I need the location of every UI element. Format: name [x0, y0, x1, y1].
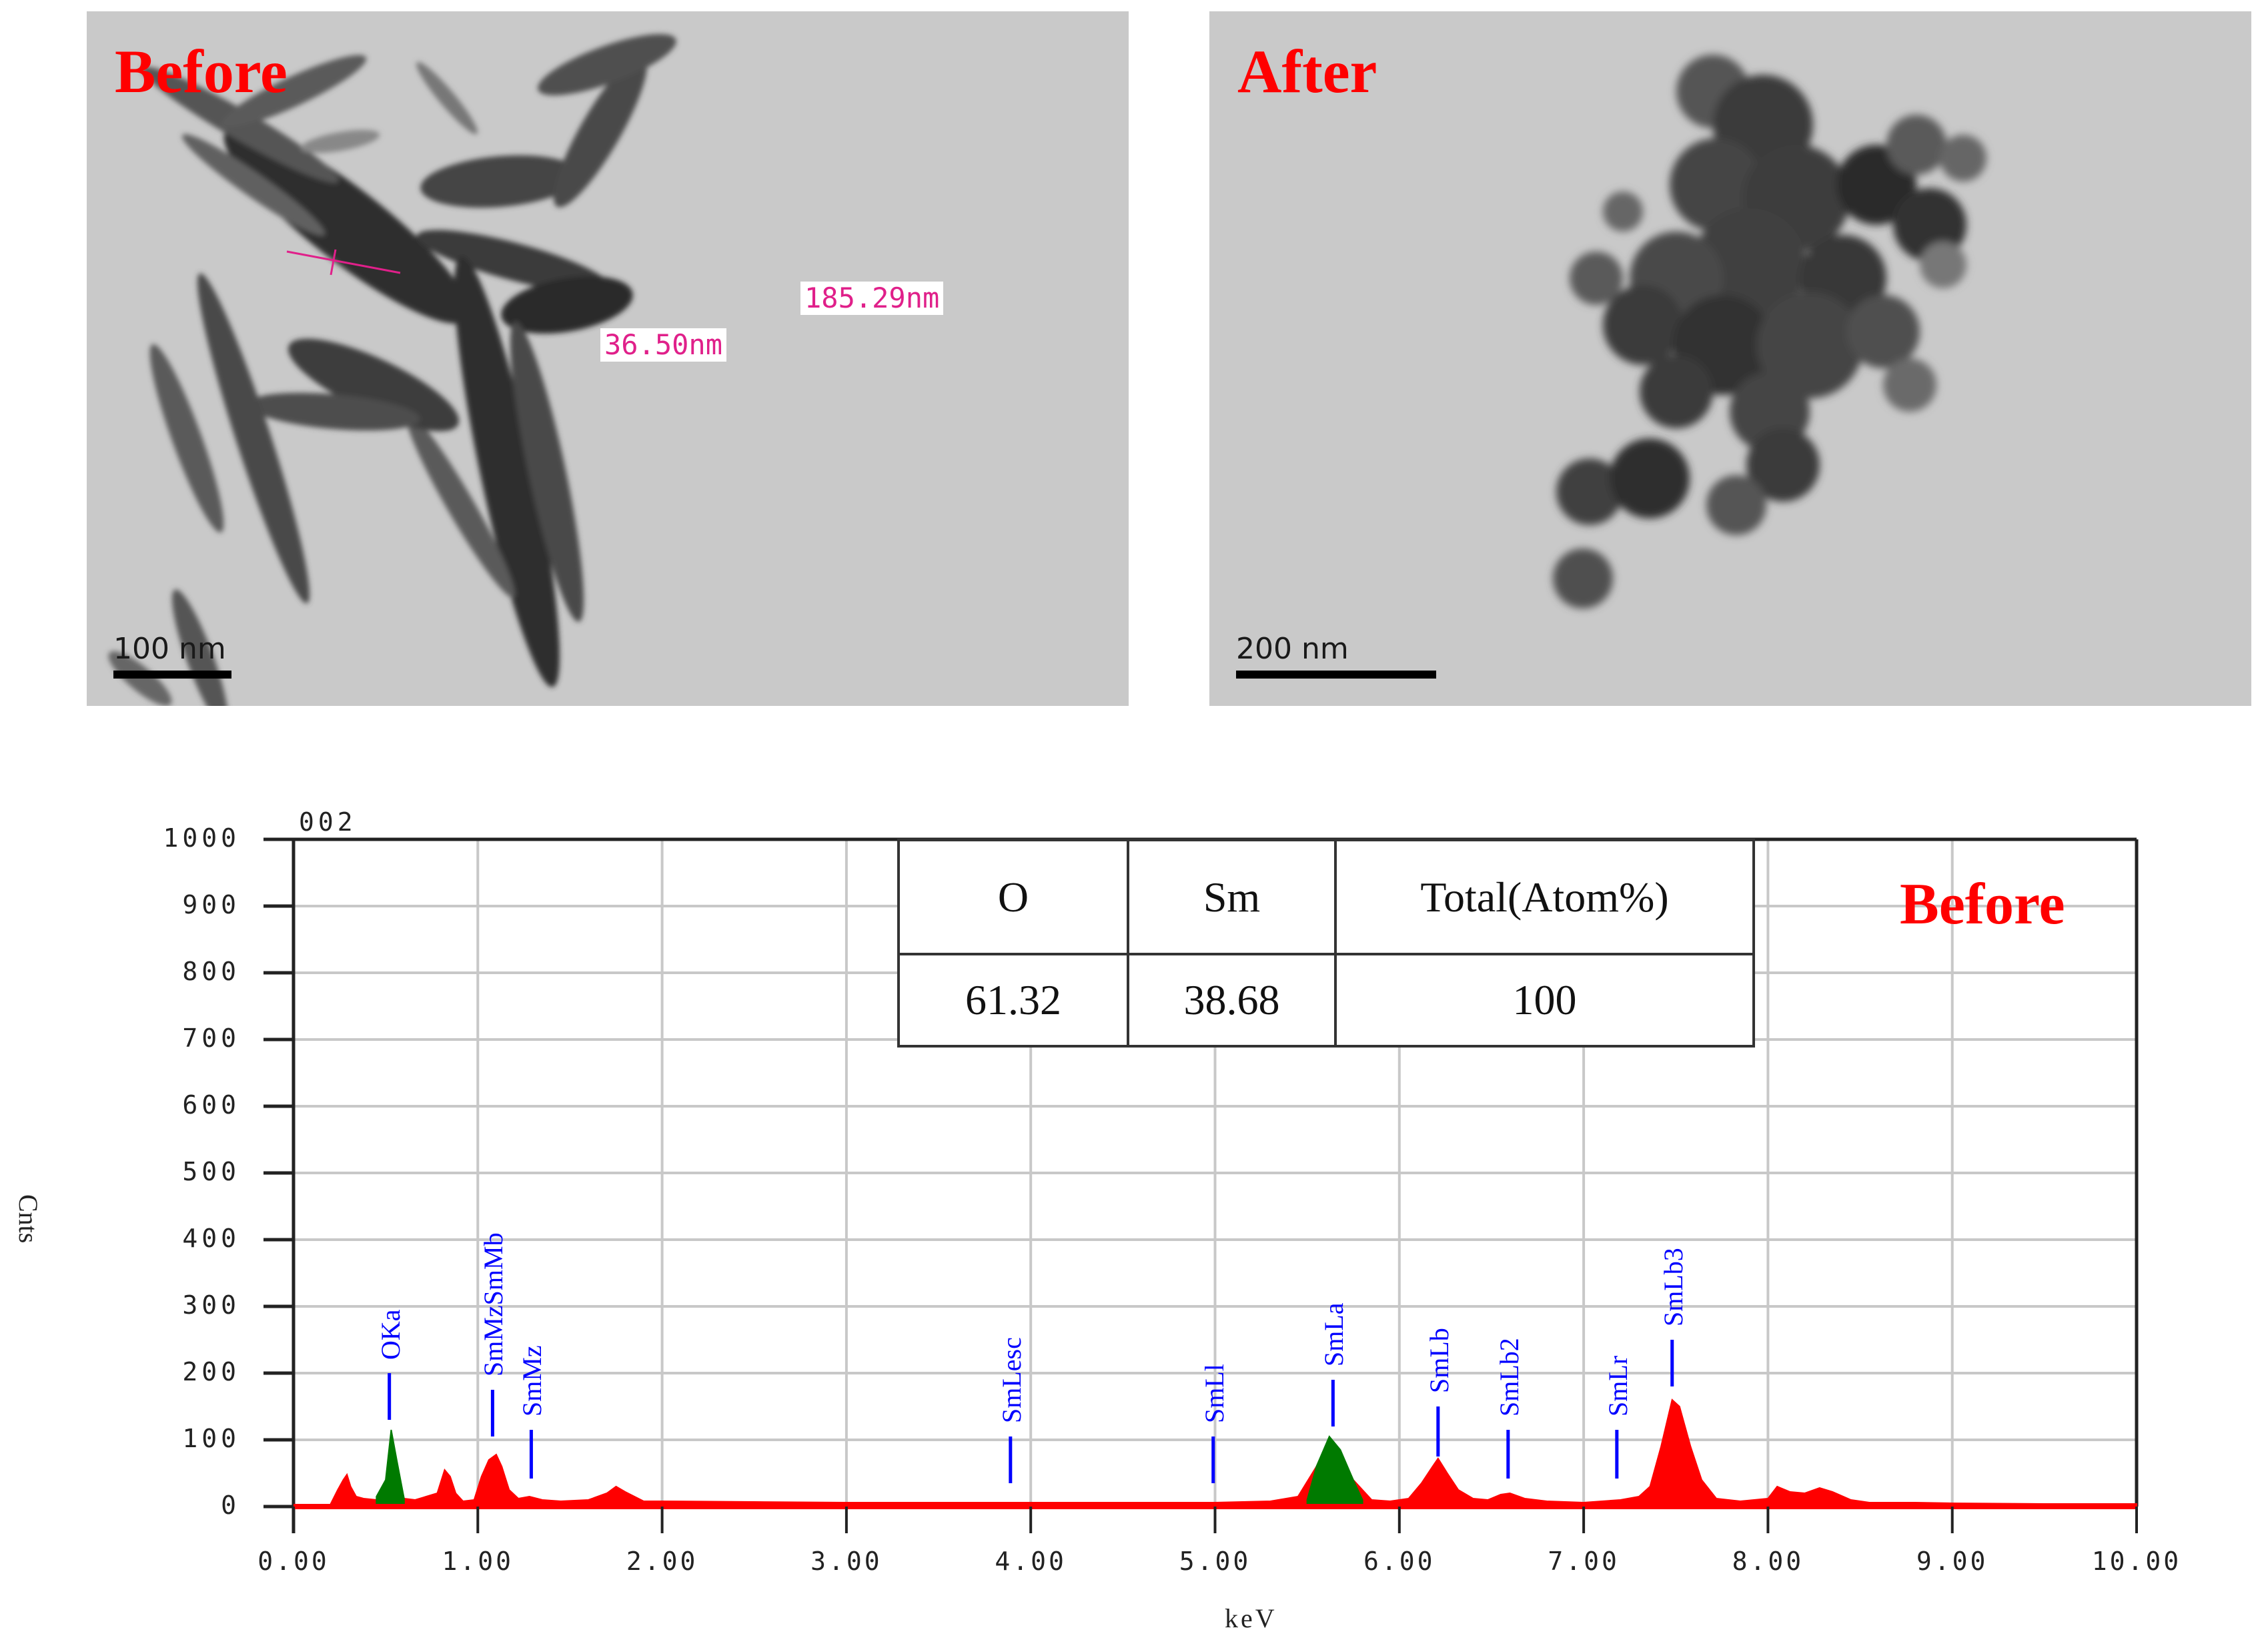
peak-label: SmLb2: [1494, 1338, 1524, 1416]
x-tick-label: 2.00: [626, 1547, 698, 1576]
tem-agglomerate-graphic: [1553, 55, 1987, 608]
x-tick-label: 9.00: [1916, 1547, 1989, 1576]
y-tick-label: 400: [182, 1224, 240, 1253]
y-tick-label: 500: [182, 1157, 240, 1186]
y-axis-title: Cnts: [13, 1194, 43, 1244]
scale-bar-label-before: 100 nm: [113, 632, 226, 666]
y-tick-label: 200: [182, 1357, 240, 1386]
table-value-total: 100: [1334, 953, 1755, 1048]
peak-label: SmMz: [517, 1345, 548, 1416]
scale-bar-label-after: 200 nm: [1236, 632, 1349, 666]
y-tick-label: 600: [182, 1090, 240, 1120]
peak-label: SmLa: [1319, 1302, 1349, 1366]
tem-image-before: Before 185.29nm 36.50nm 100 nm: [87, 11, 1129, 706]
spectrum-id-label: 002: [299, 807, 357, 837]
peak-label: SmLr: [1602, 1355, 1633, 1416]
y-tick-label: 100: [182, 1424, 240, 1453]
highlighted-peak-area: [1306, 1435, 1363, 1507]
peak-label: SmLb: [1424, 1328, 1454, 1393]
x-tick-label: 10.00: [2091, 1547, 2182, 1576]
panel-label-after: After: [1237, 37, 1377, 105]
table-header-sm: Sm: [1127, 839, 1337, 955]
table-value-sm: 38.68: [1127, 953, 1337, 1048]
peak-label: SmLesc: [996, 1337, 1027, 1423]
y-tick-label: 900: [182, 890, 240, 919]
y-tick-label: 700: [182, 1023, 240, 1053]
peak-label: SmLl: [1199, 1364, 1229, 1423]
x-tick-label: 7.00: [1548, 1547, 1620, 1576]
x-tick-label: 1.00: [442, 1547, 514, 1576]
composition-table: O Sm Total(Atom%) 61.32 38.68 100: [897, 839, 1755, 1048]
peak-label: OKa: [375, 1309, 406, 1360]
x-axis-title: keV: [1225, 1603, 1277, 1633]
x-tick-label: 8.00: [1732, 1547, 1804, 1576]
y-tick-label: 800: [182, 957, 240, 986]
y-tick-label: 1000: [163, 823, 240, 853]
y-tick-label: 300: [182, 1290, 240, 1320]
tem-nanorods-graphic: [108, 34, 676, 706]
spectrum-sample-label: Before: [1900, 872, 2065, 937]
x-tick-label: 3.00: [810, 1547, 883, 1576]
measurement-length: 185.29nm: [800, 282, 944, 316]
x-tick-label: 6.00: [1363, 1547, 1436, 1576]
eds-spectrum-chart: 002 0 100 200 300 400 500 600 700 800 900 1000 0.0…: [0, 767, 2268, 1641]
measurement-width: 36.50nm: [600, 328, 727, 362]
y-tick-label: 0: [221, 1491, 240, 1520]
table-value-o: 61.32: [897, 953, 1129, 1048]
table-header-total: Total(Atom%): [1334, 839, 1755, 955]
tem-image-after: After 200 nm: [1209, 11, 2251, 706]
panel-label-before: Before: [115, 37, 288, 105]
spectrum-plot-area: [263, 837, 2139, 1533]
peak-label: SmMzSmMb: [478, 1232, 509, 1376]
spectrum-area: [293, 1398, 2137, 1507]
scale-bar-before: [113, 671, 231, 679]
peak-label: SmLb3: [1658, 1248, 1688, 1326]
x-tick-label: 5.00: [1179, 1547, 1251, 1576]
x-tick-label: 0.00: [257, 1547, 330, 1576]
table-header-o: O: [897, 839, 1129, 955]
highlighted-peak-area: [376, 1429, 405, 1507]
x-tick-label: 4.00: [995, 1547, 1067, 1576]
scale-bar-after: [1236, 671, 1436, 679]
